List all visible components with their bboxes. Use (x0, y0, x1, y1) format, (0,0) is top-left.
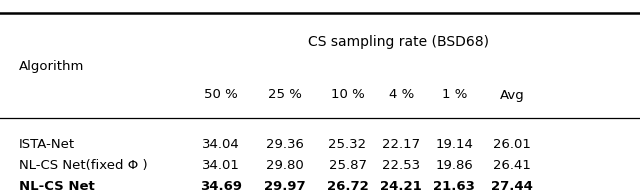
Text: 27.44: 27.44 (491, 180, 533, 190)
Text: 34.69: 34.69 (200, 180, 242, 190)
Text: 25.32: 25.32 (328, 138, 367, 151)
Text: 34.01: 34.01 (202, 159, 240, 172)
Text: 24.21: 24.21 (380, 180, 422, 190)
Text: 26.01: 26.01 (493, 138, 531, 151)
Text: 19.14: 19.14 (435, 138, 474, 151)
Text: 25 %: 25 % (268, 89, 301, 101)
Text: Algorithm: Algorithm (19, 60, 84, 73)
Text: 22.53: 22.53 (382, 159, 420, 172)
Text: 21.63: 21.63 (433, 180, 476, 190)
Text: 1 %: 1 % (442, 89, 467, 101)
Text: ISTA-Net: ISTA-Net (19, 138, 76, 151)
Text: 29.80: 29.80 (266, 159, 303, 172)
Text: 25.87: 25.87 (328, 159, 367, 172)
Text: 22.17: 22.17 (382, 138, 420, 151)
Text: 4 %: 4 % (388, 89, 414, 101)
Text: 50 %: 50 % (204, 89, 237, 101)
Text: 29.36: 29.36 (266, 138, 304, 151)
Text: 26.41: 26.41 (493, 159, 531, 172)
Text: NL-CS Net: NL-CS Net (19, 180, 95, 190)
Text: 10 %: 10 % (331, 89, 364, 101)
Text: Avg: Avg (500, 89, 524, 101)
Text: 26.72: 26.72 (326, 180, 369, 190)
Text: 29.97: 29.97 (264, 180, 306, 190)
Text: CS sampling rate (BSD68): CS sampling rate (BSD68) (308, 35, 489, 49)
Text: 19.86: 19.86 (436, 159, 473, 172)
Text: NL-CS Net(fixed Φ ): NL-CS Net(fixed Φ ) (19, 159, 148, 172)
Text: 34.04: 34.04 (202, 138, 239, 151)
